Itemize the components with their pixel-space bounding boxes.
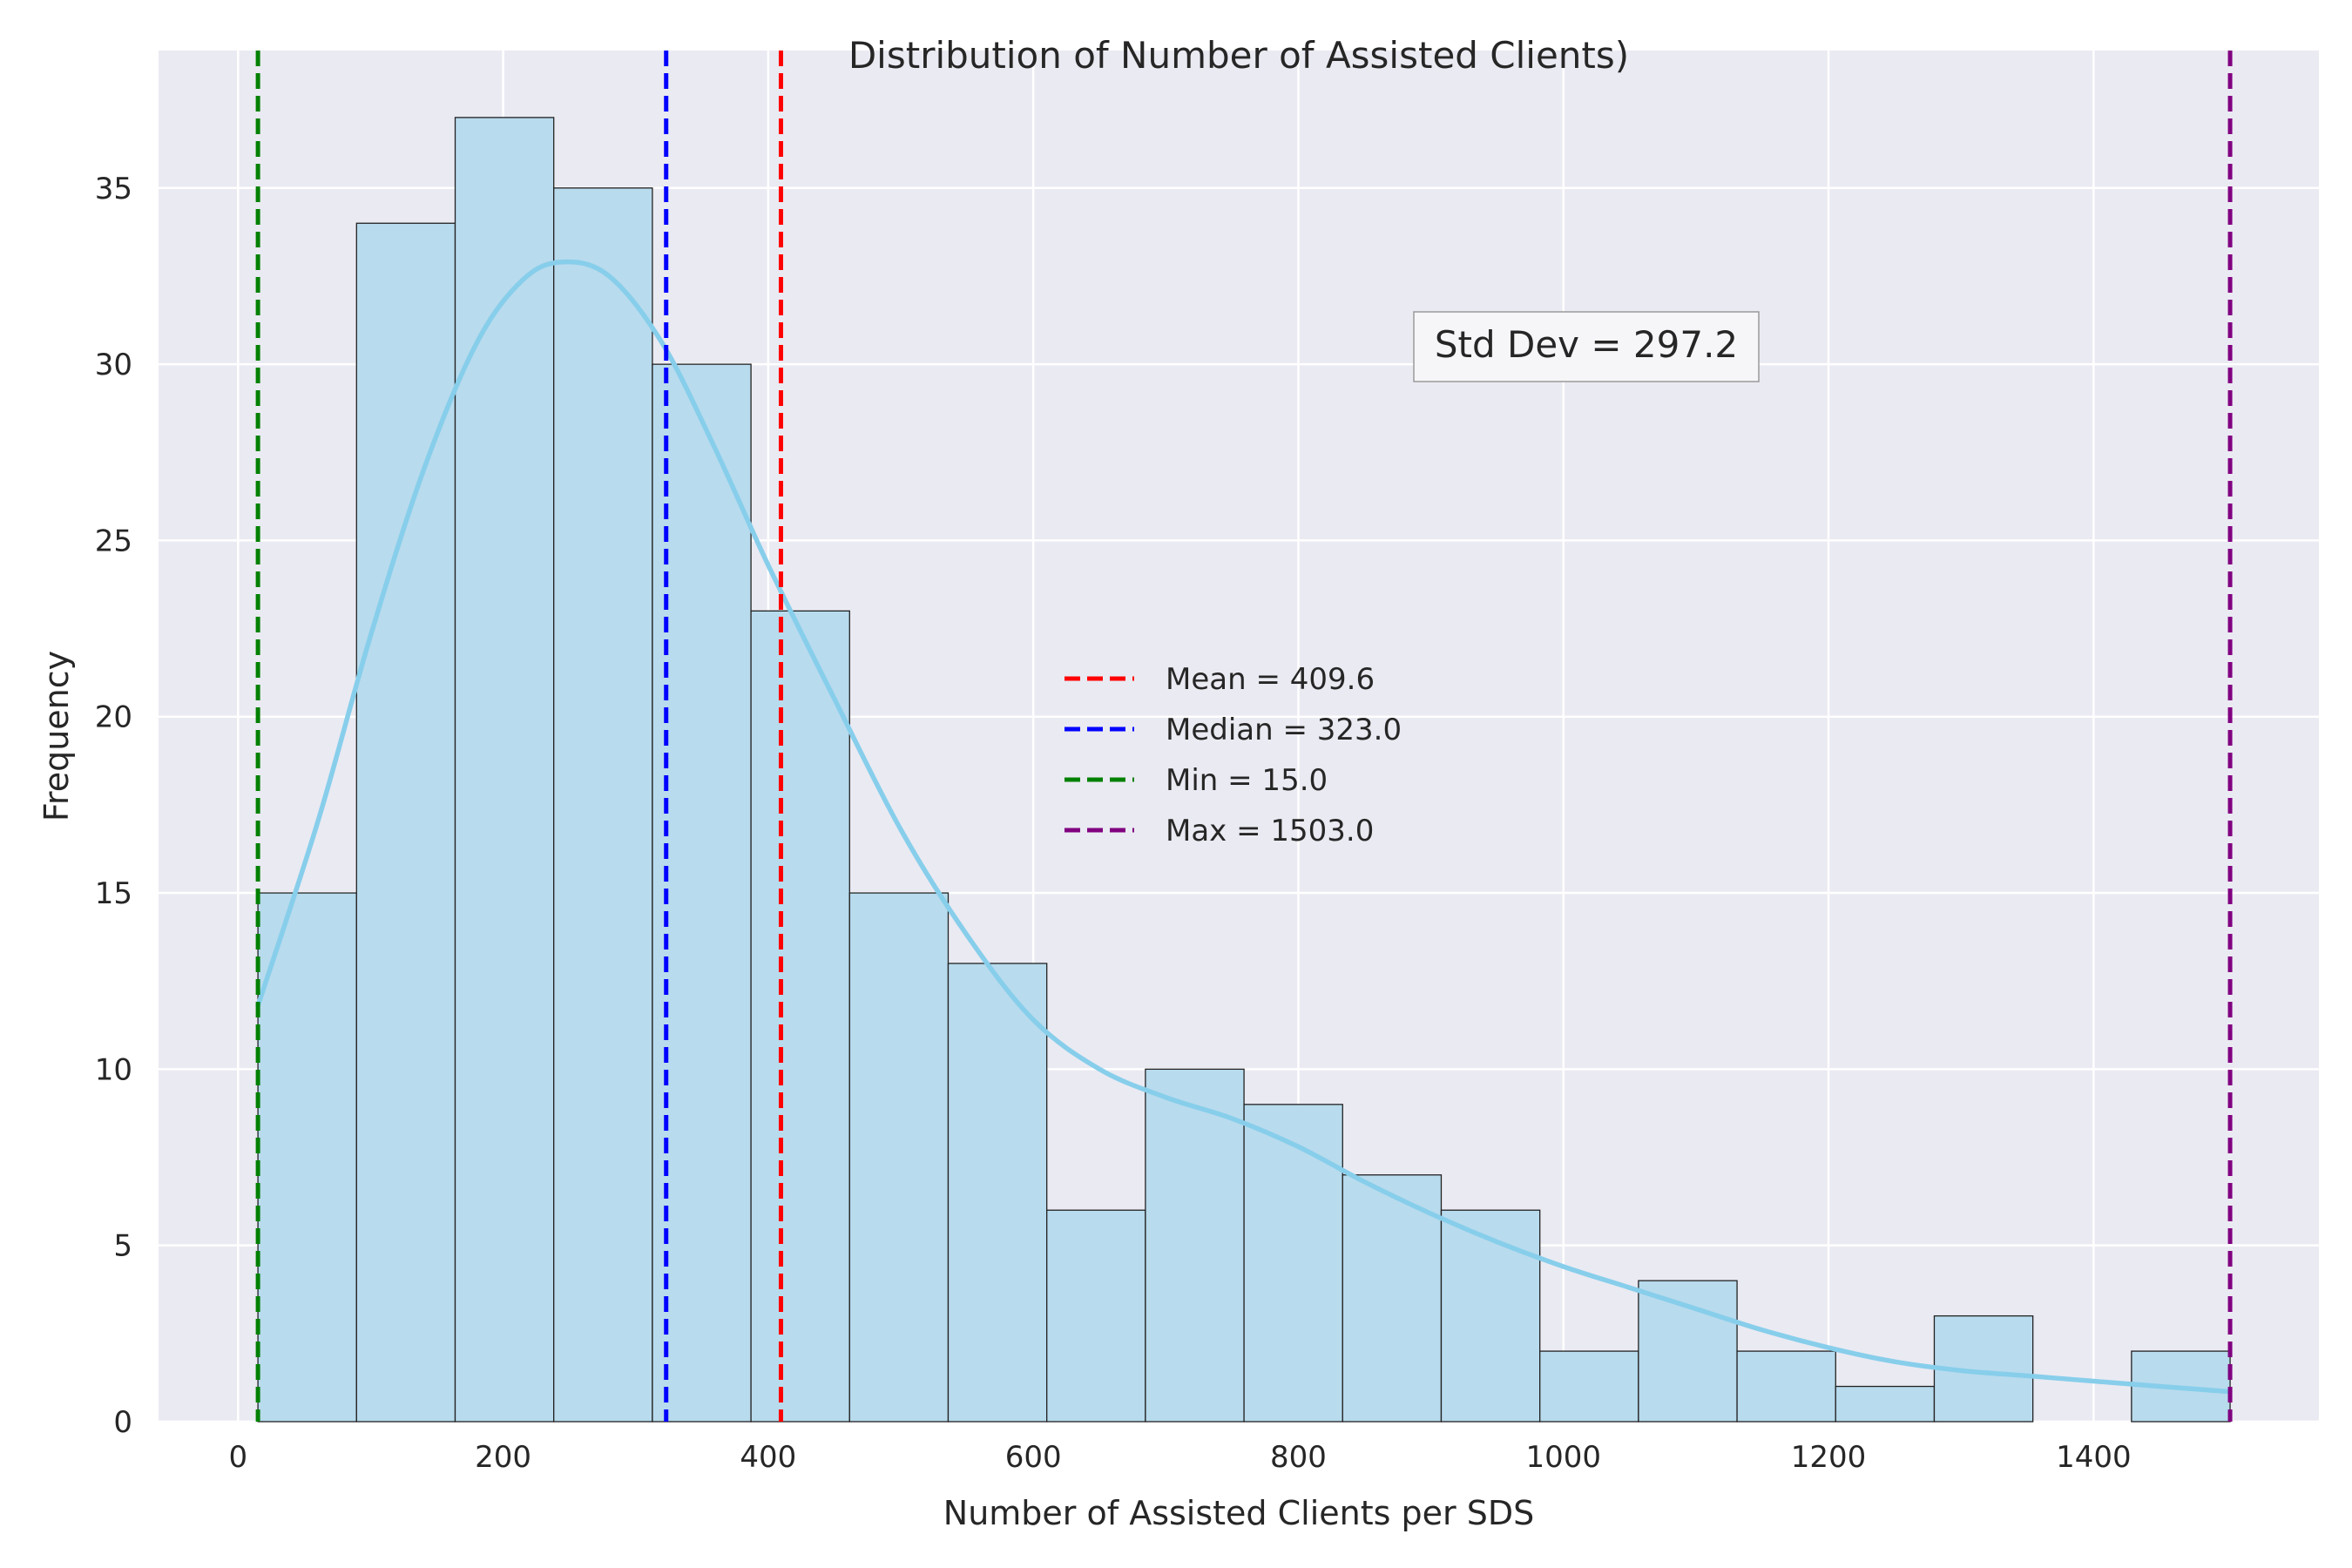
y-tick-label: 20 (95, 700, 132, 735)
y-tick-label: 30 (95, 348, 132, 382)
x-tick-label: 200 (475, 1440, 531, 1475)
x-tick-label: 600 (1005, 1440, 1062, 1475)
x-tick-label: 0 (228, 1440, 247, 1475)
kde-curve (255, 259, 2233, 1395)
y-tick-label: 0 (113, 1405, 132, 1440)
y-axis-label: Frequency (37, 651, 76, 821)
y-tick-label: 35 (95, 172, 132, 206)
y-tick-label: 25 (95, 524, 132, 558)
histogram-bar (1539, 1350, 1639, 1423)
legend-label: Median = 323.0 (1166, 713, 1402, 747)
legend-label: Max = 1503.0 (1166, 814, 1374, 848)
annotation-text: Std Dev = 297.2 (1435, 323, 1738, 366)
std-dev-annotation: Std Dev = 297.2 (1413, 311, 1760, 382)
histogram-bar (1440, 1209, 1541, 1423)
kde-curve-group (255, 259, 2233, 1395)
reference-lines (255, 51, 2233, 1422)
x-tick-label: 400 (740, 1440, 796, 1475)
histogram-bar (257, 892, 357, 1423)
histogram-bar (553, 187, 653, 1423)
histogram-bars (257, 117, 2231, 1423)
histogram-bar (947, 963, 1048, 1423)
histogram-bar (1638, 1280, 1738, 1423)
y-tick-label: 10 (95, 1052, 132, 1087)
histogram-bar (355, 222, 456, 1423)
x-tick-label: 1400 (2056, 1440, 2132, 1475)
legend-label: Min = 15.0 (1166, 763, 1328, 798)
annotation-box (1413, 311, 1760, 382)
chart-title: Distribution of Number of Assisted Clien… (848, 34, 1629, 77)
x-axis-label: Number of Assisted Clients per SDS (943, 1494, 1534, 1532)
y-tick-label: 5 (113, 1229, 132, 1264)
histogram-bar (454, 117, 555, 1423)
histogram-bar (1145, 1068, 1245, 1423)
x-tick-label: 1200 (1791, 1440, 1867, 1475)
histogram-bar (1736, 1350, 1836, 1423)
histogram-bar (652, 363, 752, 1423)
histogram-bar (750, 610, 850, 1423)
y-axis-ticks: 0 5 10 15 20 25 30 35 (95, 172, 132, 1440)
histogram-bar (1342, 1174, 1443, 1423)
legend: Mean = 409.6 Median = 323.0 Min = 15.0 Max … (1064, 662, 1402, 848)
x-tick-label: 1000 (1525, 1440, 1601, 1475)
histogram-bar (848, 892, 950, 1423)
histogram-bar (1243, 1104, 1343, 1423)
x-tick-label: 800 (1270, 1440, 1327, 1475)
y-tick-label: 15 (95, 876, 132, 911)
histogram-bar (1046, 1209, 1146, 1423)
x-axis-ticks: 0 200 400 600 800 1000 1200 1400 (228, 1440, 2131, 1475)
histogram-bar (1835, 1385, 1936, 1423)
legend-label: Mean = 409.6 (1166, 662, 1375, 697)
